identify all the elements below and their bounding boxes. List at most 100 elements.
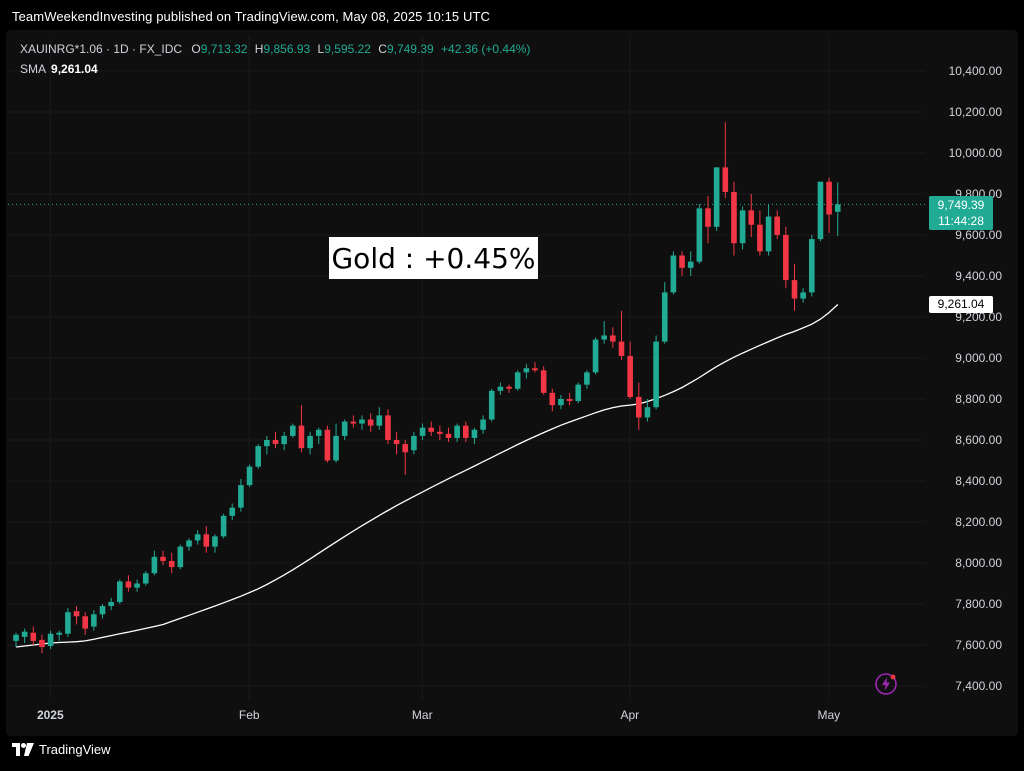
x-tick-label: Feb	[239, 708, 260, 722]
candle-body	[644, 407, 651, 418]
candle	[30, 626, 37, 645]
candle-body	[281, 435, 287, 445]
candle	[575, 382, 582, 404]
candle-body	[523, 368, 530, 373]
candle	[168, 552, 175, 574]
candle	[592, 337, 599, 375]
candle-body	[30, 632, 37, 641]
y-tick-label: 8,600.00	[955, 433, 1002, 447]
sma-legend[interactable]: SMA 9,261.04	[20, 62, 98, 76]
candle-body	[748, 210, 755, 225]
candle	[809, 235, 815, 297]
candle-body	[350, 421, 357, 424]
candle	[307, 431, 313, 455]
candle-body	[419, 427, 426, 436]
candle	[39, 634, 45, 654]
candle	[324, 425, 331, 463]
symbol-name: XAUINRG*1.06 · 1D · FX_IDC	[20, 42, 183, 56]
x-tick-label: Mar	[412, 708, 433, 722]
candle-body	[774, 216, 780, 235]
candle	[367, 413, 374, 432]
candle	[661, 282, 668, 344]
candle	[670, 251, 677, 295]
sma-label: SMA	[20, 62, 47, 76]
y-tick-label: 9,200.00	[955, 310, 1002, 324]
y-tick-label: 7,400.00	[955, 679, 1002, 693]
publisher-line: TeamWeekendInvesting published on Tradin…	[12, 9, 490, 24]
candle	[229, 503, 236, 520]
lightning-bolt-icon[interactable]	[874, 672, 898, 696]
symbol-legend[interactable]: XAUINRG*1.06 · 1D · FX_IDC O9,713.32 H9,…	[20, 42, 530, 56]
candle	[142, 571, 149, 586]
candle	[99, 604, 106, 619]
candle-body	[246, 466, 253, 486]
last-price-value: 9,749.39	[937, 198, 985, 212]
candle	[800, 288, 806, 303]
sma-price-tag: 9,261.04	[929, 296, 993, 313]
candle-body	[220, 515, 227, 537]
candle	[739, 206, 746, 250]
candle	[713, 167, 720, 231]
price-axis: 7,400.00 7,600.00 7,800.00 8,000.00 8,200.00…	[949, 64, 1003, 693]
candle	[437, 425, 443, 440]
candle-body	[203, 534, 210, 547]
candle-body	[82, 616, 88, 629]
candle-body	[402, 444, 409, 453]
candle-body	[134, 583, 140, 588]
candle	[272, 431, 279, 449]
candle	[194, 530, 201, 545]
candle	[696, 204, 703, 264]
candle-body	[636, 396, 642, 418]
candle-body	[13, 634, 19, 641]
sma-layer	[15, 304, 839, 648]
candle	[177, 544, 184, 570]
tradingview-brand[interactable]: TradingView	[12, 742, 111, 757]
candle	[117, 579, 123, 604]
candle	[359, 415, 365, 430]
candle-body	[428, 427, 434, 432]
candle-body	[783, 235, 789, 281]
y-tick-label: 10,000.00	[949, 146, 1003, 160]
candle	[774, 210, 780, 240]
candle	[653, 335, 659, 410]
candle	[315, 427, 322, 445]
candle-body	[687, 261, 694, 268]
grid-lines	[8, 36, 928, 700]
candle-body	[160, 556, 166, 561]
candle	[826, 177, 832, 233]
candle	[566, 392, 573, 406]
candle-body	[73, 611, 80, 617]
candle-body	[238, 485, 244, 508]
candle-body	[177, 546, 184, 568]
candle-body	[255, 446, 261, 467]
candle	[558, 394, 564, 410]
candle-body	[601, 335, 607, 340]
candle-body	[376, 415, 383, 426]
candle-body	[194, 534, 201, 541]
candle	[151, 550, 158, 576]
candle	[757, 210, 763, 256]
gold-annotation[interactable]: Gold : +0.45%	[329, 237, 538, 279]
candle	[160, 550, 166, 566]
candle-body	[341, 421, 348, 436]
candle	[73, 606, 80, 625]
candle	[722, 122, 729, 199]
candle	[463, 421, 469, 443]
candle	[238, 478, 244, 512]
candle	[21, 628, 28, 643]
candle	[679, 251, 685, 276]
x-tick-label: 2025	[37, 708, 64, 722]
sma-line	[15, 304, 839, 648]
chart-panel[interactable]	[6, 30, 1018, 736]
candle-body	[705, 208, 711, 227]
candle	[203, 526, 210, 553]
candle-body	[385, 415, 391, 440]
open-value: 9,713.32	[200, 42, 248, 56]
candle	[834, 182, 841, 236]
candle-body	[731, 191, 737, 244]
candle-body	[290, 425, 296, 436]
candle-body	[307, 435, 313, 449]
y-tick-label: 10,400.00	[949, 64, 1003, 78]
candle	[385, 409, 391, 445]
